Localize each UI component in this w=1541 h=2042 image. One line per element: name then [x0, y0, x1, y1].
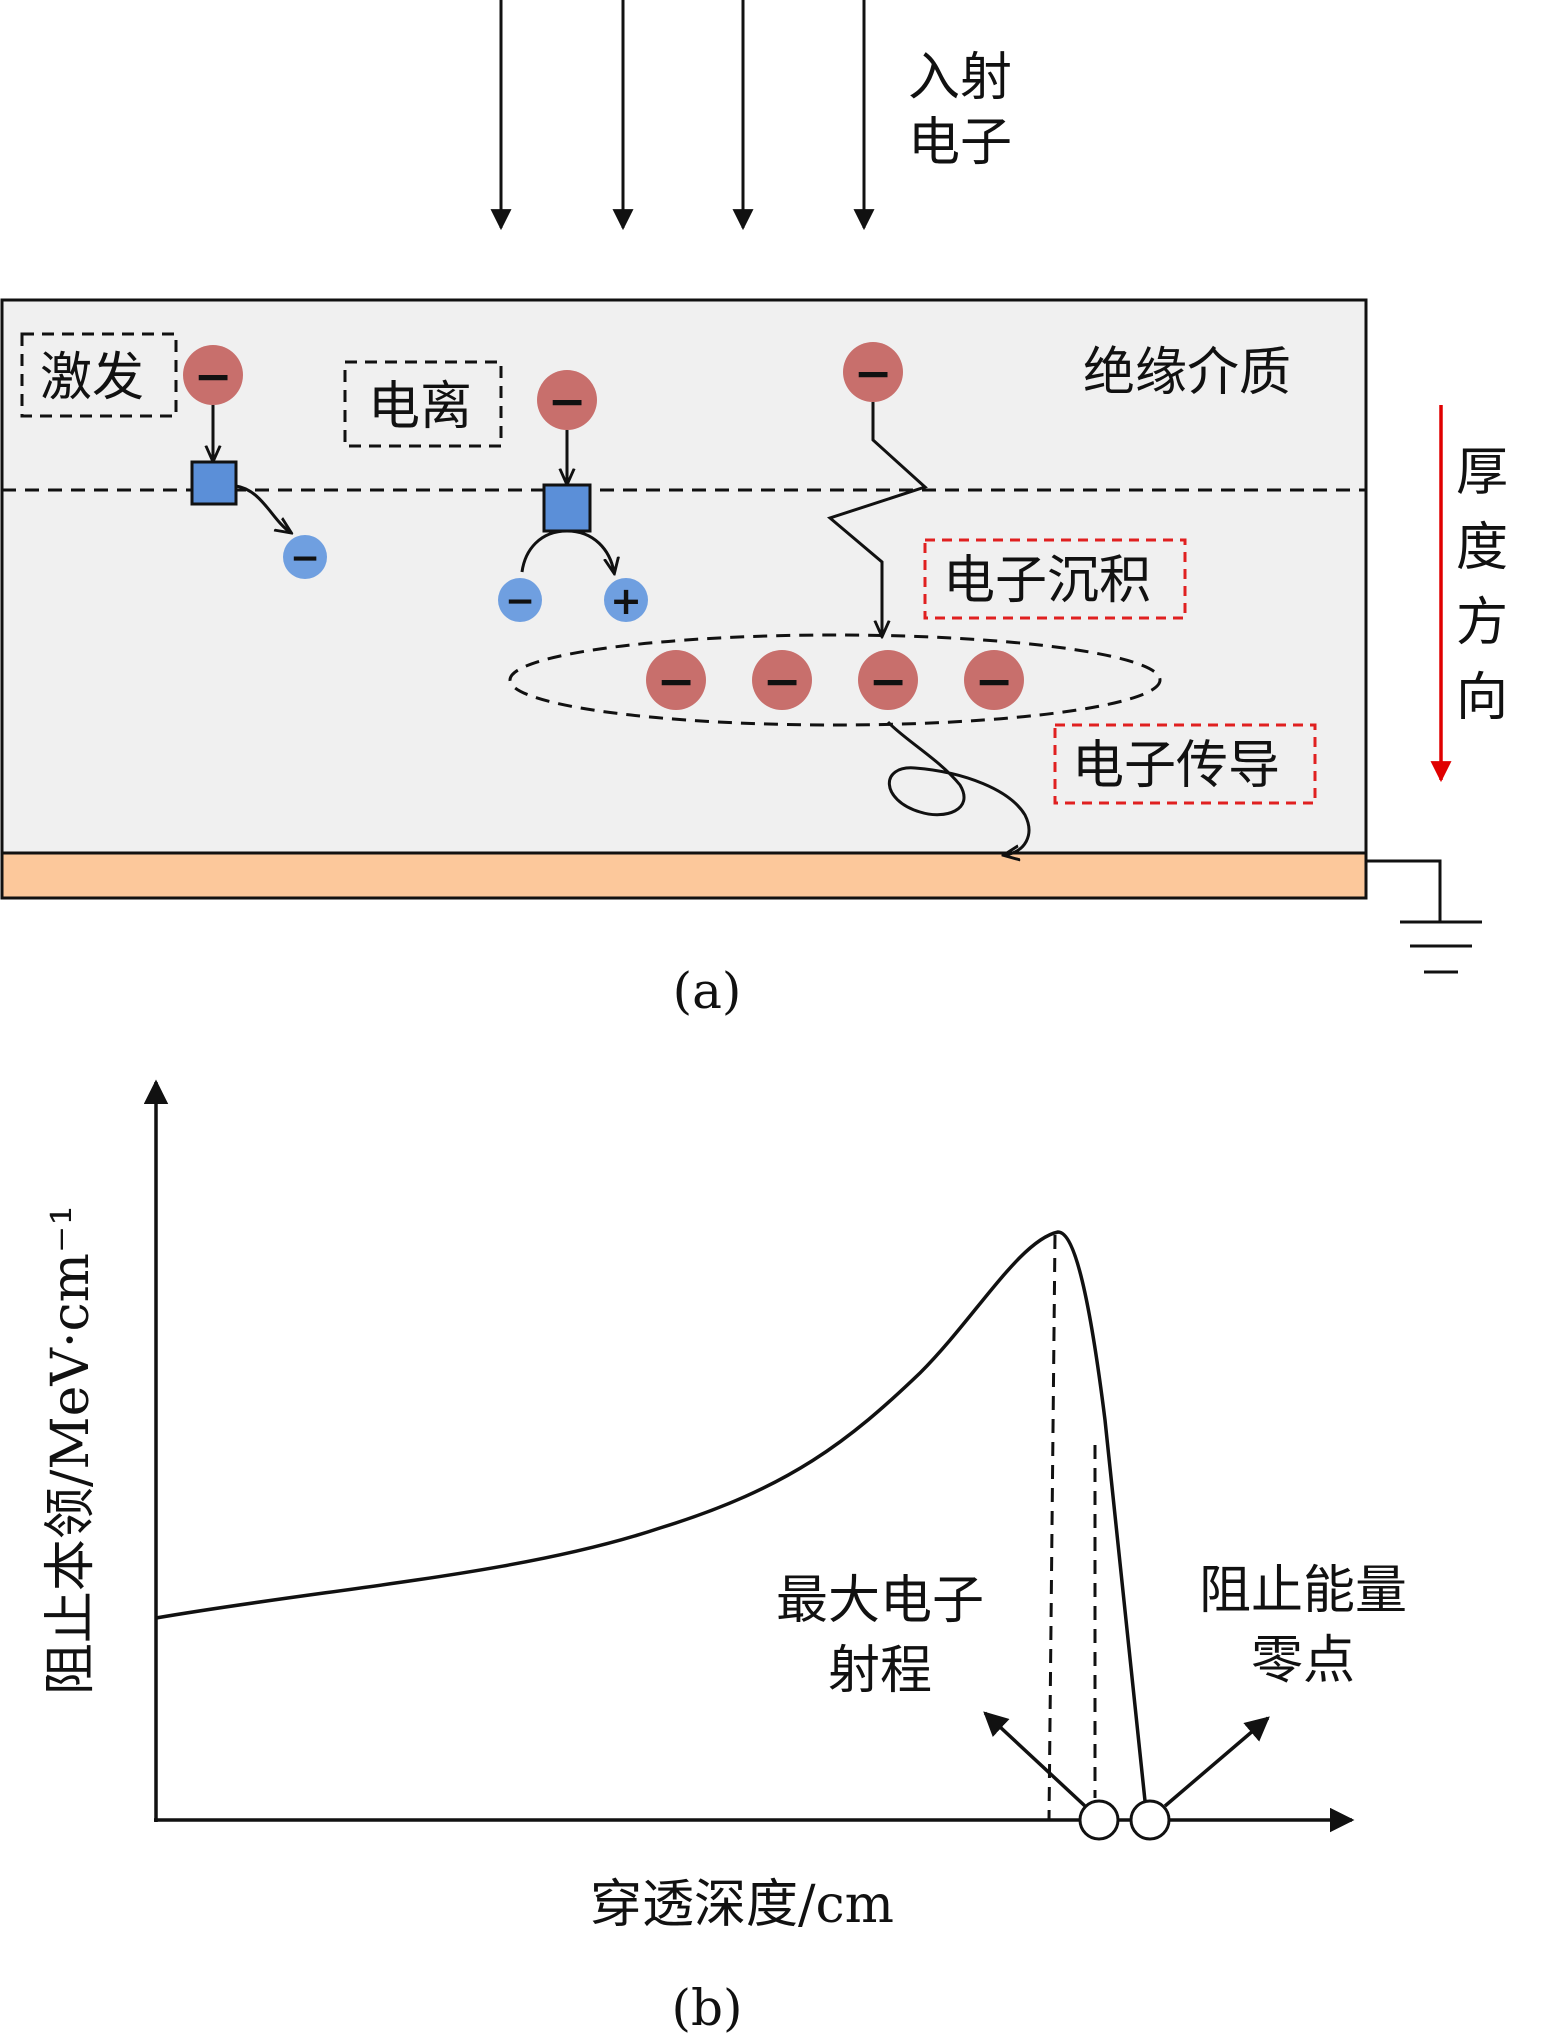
medium-label: 绝缘介质 — [1083, 343, 1291, 403]
deposited-electron-1: − — [646, 650, 706, 710]
max-range-point — [1078, 1799, 1120, 1841]
ionization-label: 电离 — [368, 377, 472, 437]
incident-label-line2: 电子 — [908, 113, 1012, 173]
ionization-split-arrows — [520, 529, 614, 572]
deposition-label: 电子沉积 — [943, 551, 1151, 611]
excitation-label: 激发 — [40, 348, 144, 408]
incident-label-line1: 入射 — [908, 48, 1012, 108]
deposited-electron-4: − — [964, 650, 1024, 710]
trajectory-electron: − — [843, 342, 903, 402]
conduction-path — [886, 720, 1031, 855]
zero-point-label-line1: 阻止能量 — [1199, 1561, 1407, 1621]
max-range-pointer-arrow — [983, 1711, 1087, 1808]
conduction-label: 电子传导 — [1072, 736, 1280, 796]
excitation-emitted-electron: − — [283, 535, 327, 579]
svg-text:−: − — [548, 374, 587, 428]
panel-b-caption: (b) — [671, 1979, 742, 2037]
ionization-hole: + — [604, 578, 648, 623]
deposition-label-box — [923, 538, 1187, 620]
excitation-label-box — [20, 332, 178, 418]
svg-text:−: − — [869, 654, 908, 708]
ionization-electron: − — [537, 370, 597, 430]
stopping-power-curve — [155, 1230, 1149, 1821]
zigzag-trajectory — [826, 402, 928, 635]
deposition-region — [508, 633, 1162, 727]
excitation-electron: − — [183, 345, 243, 405]
svg-text:−: − — [975, 654, 1014, 708]
panel-a-caption: (a) — [673, 962, 742, 1020]
deposited-electron-3: − — [858, 650, 918, 710]
substrate-electrode — [0, 851, 1368, 900]
thickness-label-char-1: 厚 — [1456, 443, 1508, 503]
svg-text:−: − — [290, 538, 320, 579]
thickness-label-char-3: 方 — [1456, 593, 1508, 653]
svg-text:−: − — [763, 654, 802, 708]
svg-text:−: − — [505, 581, 535, 622]
zero-point-label-line2: 零点 — [1251, 1631, 1355, 1691]
ground-symbol — [1366, 859, 1482, 974]
incident-electron-arrows — [490, 0, 875, 231]
y-axis-label: 阻止本领/MeV·cm⁻¹ — [41, 1205, 101, 1695]
thickness-label-char-4: 向 — [1456, 668, 1508, 728]
svg-text:−: − — [657, 654, 696, 708]
max-range-label-line2: 射程 — [828, 1641, 932, 1701]
zero-point — [1129, 1799, 1171, 1841]
deposited-electron-2: − — [752, 650, 812, 710]
max-range-label-line1: 最大电子 — [776, 1571, 984, 1631]
ionization-atom-square — [542, 483, 592, 533]
peak-dashed-line — [1047, 1234, 1057, 1821]
ionization-freed-electron: − — [498, 578, 542, 622]
svg-text:−: − — [194, 349, 233, 403]
panel-b: 阻止本领/MeV·cm⁻¹ 穿透深度/cm 最大电子 射程 阻止能量 零点 (b… — [41, 1079, 1407, 2037]
conduction-label-box — [1053, 723, 1317, 805]
excitation-emission-arrow — [235, 484, 290, 532]
svg-text:−: − — [854, 346, 893, 400]
excitation-atom-square — [190, 460, 238, 506]
x-axis-label: 穿透深度/cm — [590, 1875, 894, 1935]
thickness-label-char-2: 度 — [1456, 518, 1508, 578]
svg-text:+: + — [610, 579, 642, 623]
panel-a: 入射 电子 绝缘介质 激发 − − 电离 — [0, 0, 1508, 1020]
zero-point-pointer-arrow — [1163, 1716, 1270, 1808]
